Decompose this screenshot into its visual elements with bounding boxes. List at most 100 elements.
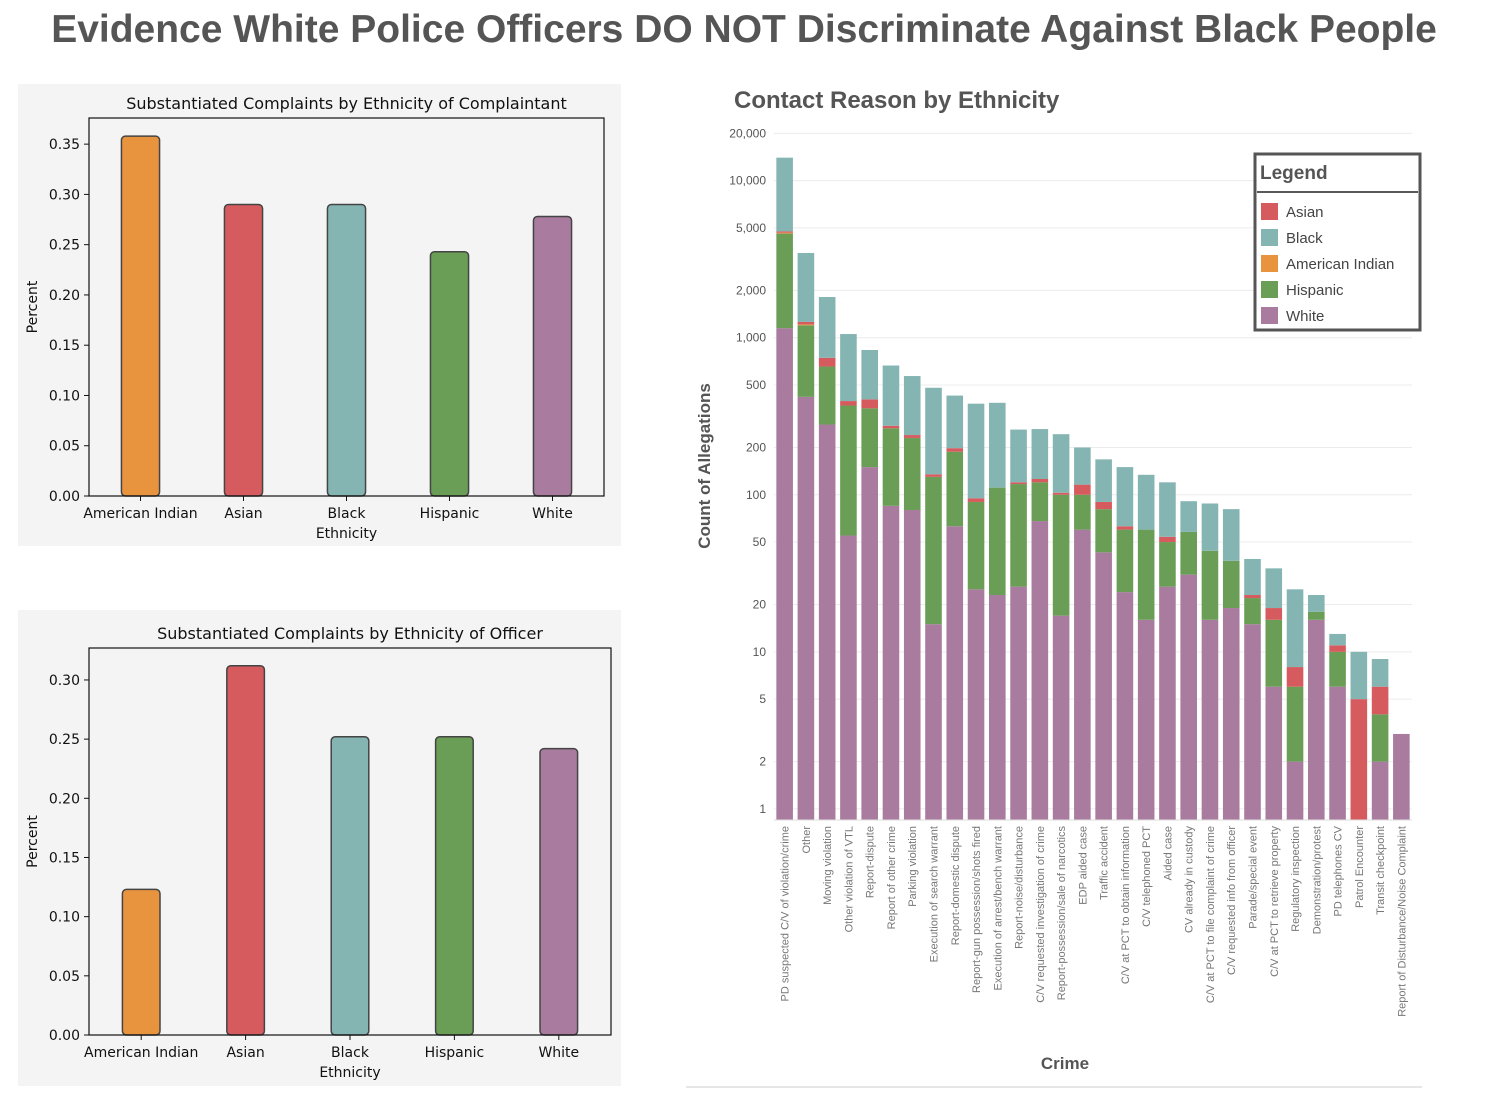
legend-label: Black [1286, 230, 1323, 247]
segment-white [1393, 733, 1410, 820]
x-tick-label: White [532, 506, 573, 522]
segment-black [1308, 595, 1325, 612]
segment-black [1074, 447, 1091, 485]
segment-hispanic [1031, 482, 1049, 522]
bar-white [539, 747, 579, 1036]
x-tick-label: Hispanic [425, 1045, 485, 1061]
segment-hispanic [1329, 651, 1346, 687]
segment-black [1350, 651, 1368, 700]
segment-hispanic [925, 476, 942, 625]
segment-hispanic [840, 405, 857, 536]
segment-asian [1116, 526, 1134, 530]
x-category-label: CV already in custody [1184, 826, 1196, 933]
segment-asian [903, 435, 921, 438]
segment-asian [1095, 501, 1112, 510]
x-category-label: Parade/special event [1248, 826, 1260, 929]
bar-hispanic [429, 250, 470, 497]
segment-asian [1052, 492, 1070, 495]
segment-hispanic [967, 501, 985, 590]
y-tick-label: 1,000 [736, 331, 766, 345]
contact-reason-chart-svg: Contact Reason by Ethnicity 1 2 5 10 20 50 100 2… [695, 87, 1422, 1073]
y-tick-label: 10,000 [729, 174, 766, 188]
legend-swatch-white [1261, 307, 1278, 324]
segment-hispanic [818, 366, 836, 425]
officer-chart-svg: Substantiated Complaints by Ethnicity of… [25, 624, 612, 1081]
y-tick-label: 5 [759, 692, 766, 706]
segment-asian [1244, 595, 1261, 599]
segment-hispanic [1010, 484, 1027, 587]
segment-black [797, 253, 815, 322]
segment-white [840, 535, 857, 820]
segment-asian [1010, 482, 1027, 485]
segment-black [903, 376, 921, 436]
segment-white [967, 589, 985, 820]
segment-asian [1329, 645, 1346, 652]
x-category-label: EDP aided case [1077, 826, 1089, 905]
bar-asian [226, 665, 266, 1036]
y-tick-label: 2 [759, 755, 766, 769]
segment-asian [1159, 536, 1176, 543]
segment-black [818, 297, 836, 358]
segment-black [1201, 503, 1219, 551]
x-category-label: Transit checkpoint [1375, 826, 1387, 915]
y-tick-label: 0.10 [49, 388, 80, 404]
legend-swatch-asian [1261, 203, 1278, 220]
x-category-label: Regulatory inspection [1290, 826, 1302, 932]
segment-asian [1371, 686, 1389, 715]
y-tick-label: 0.20 [49, 288, 80, 304]
segment-white [1116, 592, 1134, 820]
segment-hispanic [1244, 598, 1261, 625]
segment-white [776, 328, 793, 820]
segment-asian [818, 357, 836, 367]
legend-label: White [1286, 308, 1324, 325]
segment-white [946, 526, 964, 820]
y-tick-label: 0.00 [49, 489, 80, 505]
segment-white [1371, 761, 1389, 820]
x-category-label: Report-domestic dispute [950, 826, 962, 945]
legend-label: American Indian [1286, 256, 1394, 273]
segment-hispanic [1222, 560, 1240, 609]
y-tick-label: 0.15 [49, 338, 80, 354]
y-tick-label: 1 [759, 802, 766, 816]
legend-swatch-black [1261, 229, 1278, 246]
legend-swatch-american-indian [1261, 255, 1278, 272]
segment-hispanic [989, 487, 1006, 596]
segment-hispanic [776, 233, 793, 329]
x-category-label: Parking violation [907, 826, 919, 907]
segment-white [1265, 686, 1283, 820]
x-axis-label: Ethnicity [316, 526, 377, 542]
segment-black [1010, 429, 1027, 483]
y-tick-label: 0.00 [49, 1028, 80, 1044]
chart-title: Contact Reason by Ethnicity [734, 87, 1060, 114]
segment-black [1371, 659, 1389, 687]
x-category-label: Report-gun possession/shots fired [971, 826, 983, 993]
segment-black [1095, 459, 1112, 502]
x-category-label: Report-dispute [865, 826, 877, 898]
plot-frame [88, 647, 612, 1036]
segment-black [1159, 482, 1176, 537]
x-tick-label: American Indian [83, 506, 197, 522]
y-tick-label: 0.20 [49, 791, 80, 807]
segment-white [1308, 619, 1325, 820]
segment-asian [882, 425, 900, 429]
chart-title: Substantiated Complaints by Ethnicity of… [157, 624, 543, 643]
segment-asian [861, 399, 878, 409]
segment-black [1116, 467, 1134, 527]
segment-hispanic [1371, 714, 1389, 762]
page-title: Evidence White Police Officers DO NOT Di… [51, 8, 1437, 51]
x-tick-label: American Indian [84, 1045, 198, 1061]
segment-white [1244, 624, 1261, 820]
segment-white [861, 467, 878, 820]
segment-asian [946, 448, 964, 452]
segment-hispanic [903, 437, 921, 510]
segment-black [840, 334, 857, 402]
plot-frame [88, 117, 605, 497]
y-tick-label: 100 [746, 488, 766, 502]
x-category-label: Traffic accident [1099, 826, 1111, 900]
segment-white [1201, 619, 1219, 820]
x-tick-label: Asian [224, 506, 262, 522]
y-tick-label: 0.25 [49, 732, 80, 748]
segment-white [1222, 608, 1240, 820]
segment-black [861, 349, 878, 400]
y-axis-label: Count of Allegations [695, 383, 714, 549]
